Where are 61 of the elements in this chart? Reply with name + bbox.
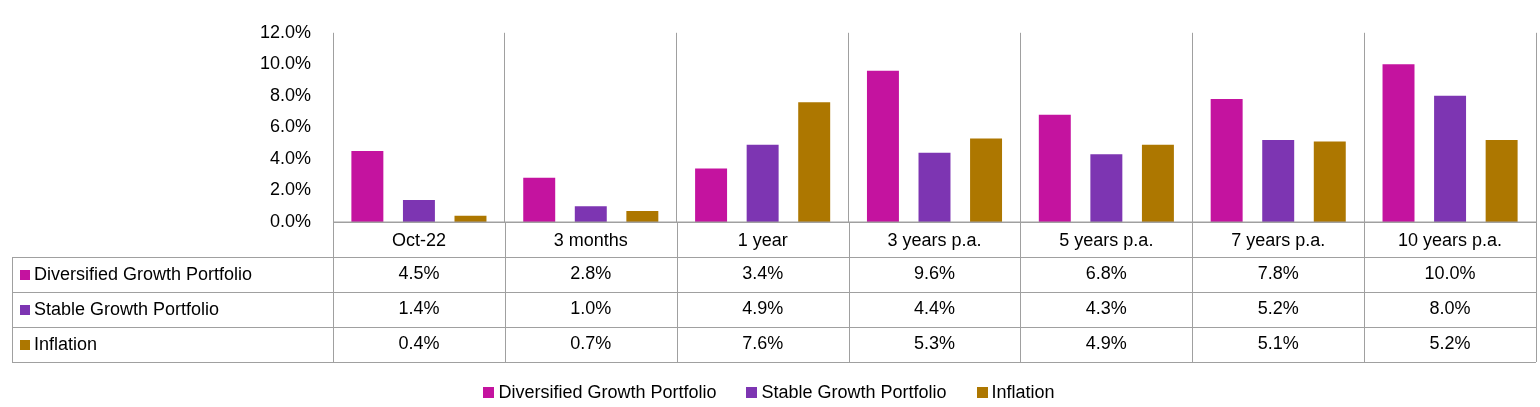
data-label: 4.3% bbox=[1085, 298, 1127, 319]
bar bbox=[1434, 95, 1467, 222]
text: Stable Growth Portfolio bbox=[34, 299, 220, 319]
bar bbox=[798, 102, 831, 222]
x-tick-label: 10 years p.a. bbox=[1398, 229, 1503, 250]
y-tick-label: 8.0% bbox=[269, 84, 311, 105]
bar bbox=[402, 199, 435, 222]
y-tick-label: 2.0% bbox=[269, 179, 311, 200]
text: Inflation bbox=[34, 334, 98, 354]
x-tick-label: 7 years p.a. bbox=[1231, 229, 1326, 250]
data-label: 2.8% bbox=[570, 263, 612, 284]
y-tick-label: 6.0% bbox=[269, 116, 311, 137]
bar bbox=[1485, 140, 1518, 222]
bar bbox=[523, 177, 556, 222]
bar bbox=[1038, 114, 1071, 222]
data-label: 4.9% bbox=[1085, 333, 1127, 354]
y-tick-label: 4.0% bbox=[269, 147, 311, 168]
data-label: 7.6% bbox=[742, 333, 784, 354]
data-label: 1.4% bbox=[398, 298, 440, 319]
data-label: 4.5% bbox=[398, 263, 440, 284]
bar bbox=[866, 70, 899, 222]
legend-label: Stable Growth Portfolio bbox=[761, 382, 947, 403]
data-label: 4.9% bbox=[742, 298, 784, 319]
data-label: 7.8% bbox=[1257, 263, 1299, 284]
x-tick-label: Oct-22 bbox=[391, 229, 446, 250]
bar bbox=[970, 138, 1003, 222]
bar bbox=[918, 152, 951, 222]
x-tick-label: 5 years p.a. bbox=[1059, 229, 1154, 250]
bar bbox=[574, 206, 607, 222]
x-tick-label: 3 years p.a. bbox=[887, 229, 982, 250]
x-tick-label: 1 year bbox=[737, 229, 788, 250]
text: Diversified Growth Portfolio bbox=[498, 382, 717, 402]
bar bbox=[1262, 140, 1295, 222]
data-label: 5.1% bbox=[1257, 333, 1299, 354]
bar bbox=[626, 210, 659, 222]
y-tick-label: 0.0% bbox=[269, 210, 311, 231]
legend-label: Inflation bbox=[991, 382, 1055, 403]
data-label: 0.4% bbox=[398, 333, 440, 354]
y-tick-label: 10.0% bbox=[259, 53, 311, 74]
data-label: 4.4% bbox=[913, 298, 956, 319]
data-label: 8.0% bbox=[1429, 298, 1471, 319]
bar bbox=[695, 168, 728, 222]
bar bbox=[1313, 141, 1346, 222]
bar bbox=[1210, 99, 1243, 222]
data-label: 6.8% bbox=[1085, 263, 1127, 284]
bar bbox=[746, 144, 779, 222]
data-label: 0.7% bbox=[570, 333, 612, 354]
legend-label: Diversified Growth Portfolio bbox=[34, 264, 253, 285]
data-label: 5.2% bbox=[1257, 298, 1299, 319]
x-tick-label: 3 months bbox=[553, 229, 628, 250]
bar bbox=[1141, 144, 1174, 222]
data-label: 1.0% bbox=[570, 298, 612, 319]
bar bbox=[351, 151, 384, 222]
y-tick-label: 12.0% bbox=[259, 21, 311, 42]
data-label: 3.4% bbox=[742, 263, 784, 284]
bar bbox=[1382, 64, 1415, 222]
bar bbox=[1090, 154, 1123, 222]
data-label: 5.3% bbox=[913, 333, 956, 354]
data-label: 10.0% bbox=[1424, 263, 1476, 284]
data-label: 5.2% bbox=[1429, 333, 1471, 354]
data-label: 9.6% bbox=[913, 263, 956, 284]
